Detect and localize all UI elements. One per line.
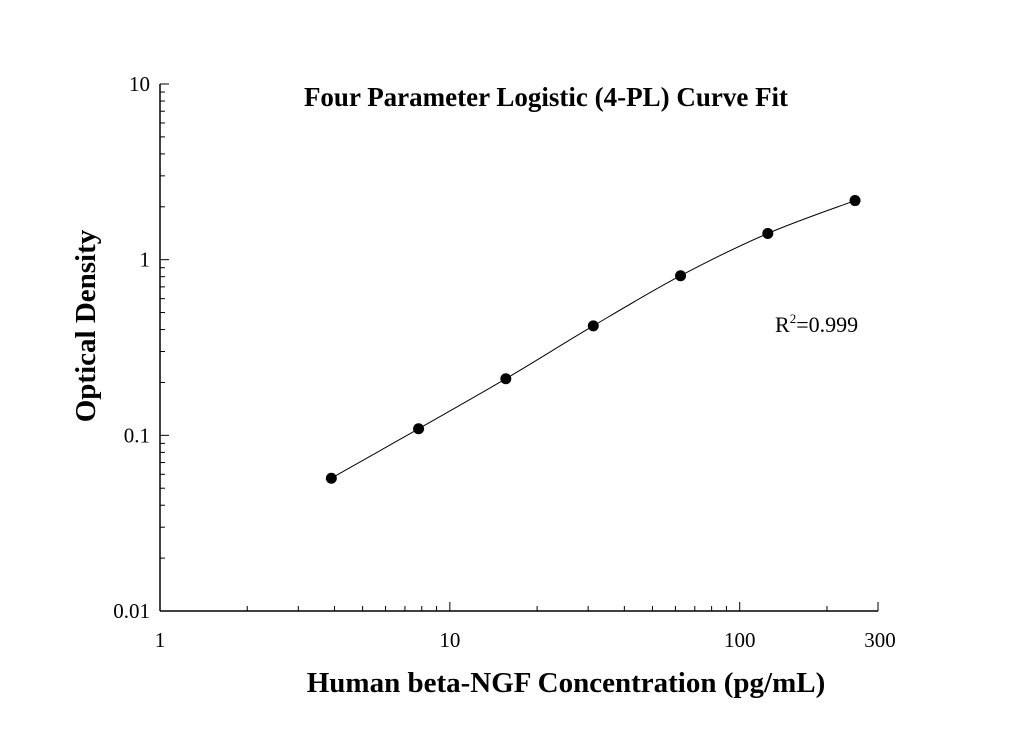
- data-point: [325, 472, 337, 484]
- y-tick-label: 0.01: [113, 599, 150, 623]
- axes: 1 10 100 300 0.01 0.1 1 10: [113, 72, 896, 652]
- x-tick-label: 1: [155, 628, 166, 652]
- y-axis-title: Optical Density: [70, 229, 102, 422]
- data-point: [587, 320, 599, 332]
- r-squared-annotation: R2=0.999: [775, 311, 858, 337]
- x-axis-title: Human beta-NGF Concentration (pg/mL): [307, 667, 826, 699]
- y-tick-label: 1: [140, 248, 151, 272]
- data-point: [762, 227, 774, 239]
- y-tick-label: 10: [129, 72, 150, 96]
- fit-curve: [331, 200, 856, 479]
- data-point: [675, 270, 687, 282]
- y-tick-label: 0.1: [124, 423, 150, 447]
- data-points: [325, 195, 861, 484]
- x-tick-label: 100: [724, 628, 756, 652]
- x-tick-label: 300: [864, 628, 896, 652]
- x-tick-label: 10: [439, 628, 460, 652]
- chart-title: Four Parameter Logistic (4-PL) Curve Fit: [304, 82, 788, 112]
- data-point: [500, 373, 512, 385]
- data-point: [849, 195, 861, 207]
- data-point: [413, 423, 425, 435]
- fit-curve-layer: [331, 200, 856, 479]
